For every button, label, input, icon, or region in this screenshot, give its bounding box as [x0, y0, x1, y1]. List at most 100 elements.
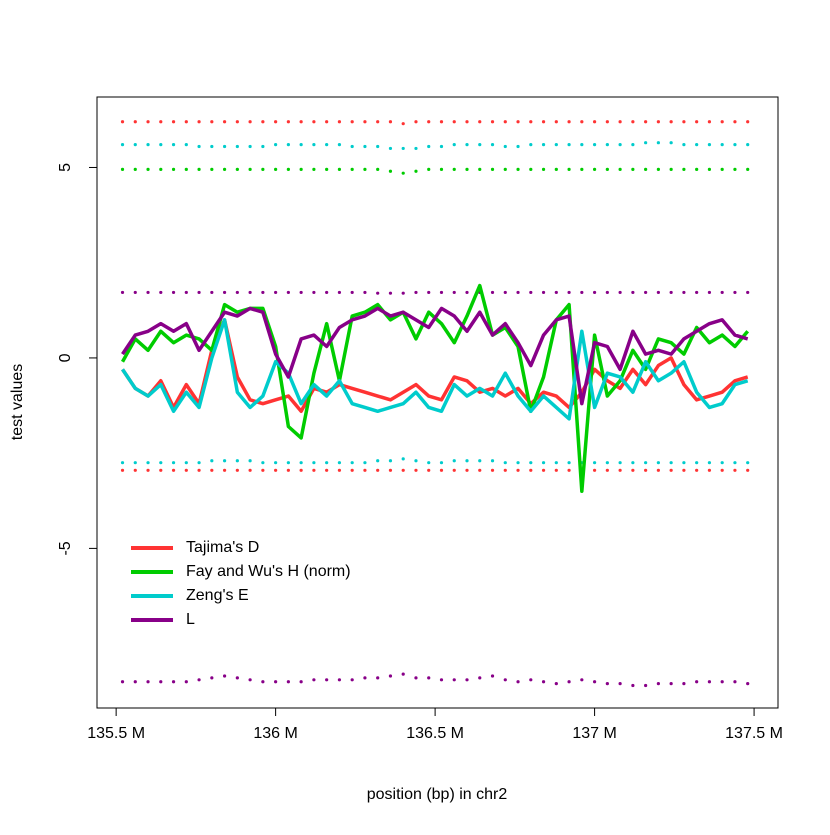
reference-dot	[261, 120, 265, 124]
reference-dot	[631, 683, 635, 688]
reference-dot	[707, 120, 712, 124]
reference-dot	[669, 682, 673, 686]
reference-dot	[274, 290, 278, 295]
reference-dot	[618, 143, 622, 147]
reference-dot	[363, 676, 367, 680]
x-tick-label: 137 M	[572, 725, 616, 742]
reference-dot	[478, 120, 482, 124]
reference-dot	[516, 167, 520, 171]
reference-dot	[210, 468, 214, 472]
reference-dot	[669, 461, 673, 465]
reference-dot	[299, 143, 303, 147]
reference-dot	[733, 167, 737, 171]
reference-dot	[159, 143, 163, 147]
reference-dot	[656, 120, 660, 124]
reference-dot	[261, 468, 265, 472]
reference-dot	[337, 290, 342, 295]
reference-dot	[325, 468, 329, 472]
reference-dot	[695, 461, 699, 465]
reference-dot	[707, 143, 712, 147]
reference-dot	[465, 167, 469, 171]
reference-dot	[171, 468, 176, 472]
reference-dot	[439, 461, 444, 465]
reference-dot	[605, 167, 609, 171]
reference-dot	[439, 678, 444, 682]
reference-dot	[644, 683, 648, 688]
reference-dot	[478, 676, 482, 680]
reference-dot	[325, 167, 329, 171]
reference-dot	[490, 459, 495, 463]
reference-dot	[529, 678, 533, 682]
reference-dot	[746, 167, 750, 171]
reference-dot	[286, 461, 290, 465]
reference-dot	[707, 167, 712, 171]
reference-dot	[235, 144, 239, 149]
reference-dot	[274, 461, 278, 465]
reference-dot	[554, 143, 558, 147]
legend-label: Tajima's D	[186, 539, 259, 556]
reference-dot	[171, 290, 176, 295]
reference-dot	[733, 461, 737, 465]
reference-dot	[376, 468, 380, 472]
reference-dot	[478, 143, 482, 147]
reference-dot	[325, 678, 329, 682]
reference-dot	[120, 167, 125, 171]
reference-dot	[541, 461, 546, 465]
reference-dot	[631, 461, 635, 465]
reference-dot	[235, 120, 239, 124]
reference-dot	[146, 680, 150, 684]
reference-dot	[171, 680, 176, 684]
reference-dot	[427, 167, 431, 171]
reference-dot	[478, 468, 482, 472]
reference-dot	[274, 167, 278, 171]
reference-dot	[465, 143, 469, 147]
reference-dot	[631, 468, 635, 472]
reference-dot	[312, 468, 316, 472]
reference-dot	[414, 169, 418, 173]
reference-dot	[235, 676, 239, 680]
reference-dot	[529, 468, 533, 472]
reference-dot	[197, 144, 201, 149]
reference-dot	[695, 120, 699, 124]
reference-dot	[618, 461, 622, 465]
reference-dot	[465, 468, 469, 472]
reference-dot	[465, 459, 469, 463]
reference-dot	[286, 120, 290, 124]
reference-dot	[720, 680, 724, 684]
reference-dot	[274, 143, 278, 147]
reference-dot	[439, 468, 444, 472]
reference-dot	[159, 290, 163, 295]
reference-dot	[669, 120, 673, 124]
reference-dot	[554, 468, 558, 472]
reference-dot	[541, 143, 546, 147]
reference-dot	[427, 676, 431, 680]
reference-dot	[248, 678, 252, 682]
reference-dot	[299, 290, 303, 295]
reference-dot	[388, 459, 393, 463]
reference-dot	[682, 682, 686, 686]
reference-dot	[171, 143, 176, 147]
legend-label: Zeng's E	[186, 587, 249, 604]
reference-dot	[120, 120, 125, 124]
reference-dot	[197, 290, 201, 295]
reference-dot	[286, 468, 290, 472]
reference-dot	[350, 120, 354, 124]
reference-dot	[669, 167, 673, 171]
reference-dot	[376, 167, 380, 171]
reference-dot	[286, 680, 290, 684]
reference-dot	[325, 290, 329, 295]
reference-dot	[644, 468, 648, 472]
reference-dot	[452, 143, 456, 147]
reference-dot	[222, 468, 227, 472]
reference-dot	[631, 120, 635, 124]
reference-dot	[503, 167, 507, 171]
reference-dot	[720, 290, 724, 295]
reference-dot	[222, 167, 227, 171]
reference-dot	[490, 120, 495, 124]
reference-dot	[350, 461, 354, 465]
reference-dot	[682, 143, 686, 147]
reference-dot	[618, 290, 622, 295]
reference-dot	[414, 468, 418, 472]
y-axis-title: test values	[9, 364, 26, 440]
